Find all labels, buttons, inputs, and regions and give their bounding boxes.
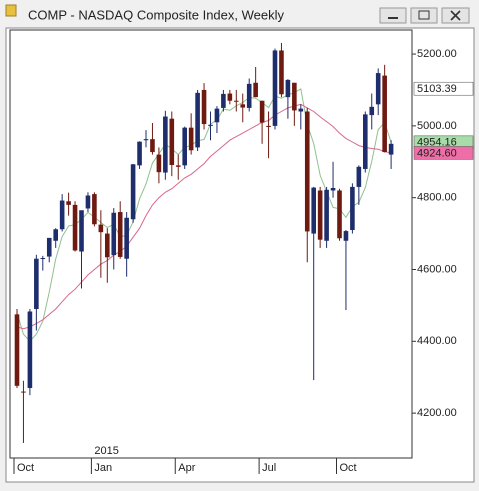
candle-body: [72, 204, 78, 251]
candle-body: [350, 186, 355, 230]
moving-average-line: [16, 103, 392, 330]
candle-body: [304, 111, 310, 232]
y-tick-label: 4400.00: [417, 335, 457, 347]
window-buttons[interactable]: [379, 7, 470, 24]
candle-body: [356, 166, 362, 187]
candle-body: [188, 127, 194, 151]
x-tick-label: Jul: [262, 462, 276, 474]
candle-body: [240, 104, 246, 108]
candle-body: [34, 258, 39, 309]
candle-body: [246, 83, 252, 108]
price-label-box: [413, 146, 474, 160]
candle-body: [175, 165, 181, 167]
candle-body: [130, 164, 136, 220]
candle-body: [150, 139, 155, 153]
candle-body: [105, 233, 110, 258]
candle-body: [156, 154, 162, 173]
candle-body: [14, 314, 20, 386]
candle-body: [46, 237, 52, 257]
candle-body: [375, 73, 381, 105]
y-tick-label: 4800.00: [417, 192, 457, 204]
candle-body: [311, 187, 316, 234]
candle-body: [382, 75, 387, 153]
candle-body: [169, 118, 175, 166]
candle-body: [66, 201, 71, 205]
candle-body: [124, 217, 129, 259]
candle-body: [317, 190, 323, 240]
minimize-button[interactable]: [379, 7, 407, 24]
price-label: 4954.16: [417, 137, 457, 149]
x-tick-label: Jan: [94, 462, 112, 474]
restore-icon: [418, 10, 430, 20]
candle-body: [324, 189, 329, 241]
candle-body: [137, 141, 142, 166]
price-label: 5103.39: [417, 83, 457, 95]
candle-body: [182, 127, 187, 166]
candle-body: [266, 125, 271, 127]
candle-body: [343, 231, 349, 241]
candle-body: [117, 212, 123, 257]
candle-body: [298, 108, 304, 112]
candle-body: [221, 93, 226, 108]
window-title: COMP - NASDAQ Composite Index, Weekly: [28, 7, 284, 22]
x-tick-label: Apr: [178, 462, 195, 474]
candle-body: [201, 89, 207, 125]
candle-body: [85, 195, 91, 209]
candle-body: [369, 106, 375, 116]
candle-body: [279, 50, 284, 95]
candle-body: [79, 210, 84, 252]
candle-body: [285, 79, 291, 98]
candle-body: [92, 194, 97, 225]
price-label: 4924.60: [417, 147, 457, 159]
candle-body: [272, 50, 278, 126]
candle-body: [53, 229, 58, 241]
candle-body: [259, 100, 265, 123]
x-tick-label: Oct: [17, 462, 34, 474]
candle-body: [253, 82, 258, 98]
restore-button[interactable]: [410, 7, 438, 24]
close-icon: [450, 10, 461, 21]
window-icon: [5, 4, 17, 17]
candle-body: [21, 391, 26, 393]
x-tick-label: Oct: [340, 462, 357, 474]
candle-body: [227, 93, 233, 101]
year-label: 2015: [94, 445, 118, 457]
candle-body: [208, 124, 213, 126]
candle-body: [195, 92, 200, 148]
candle-body: [292, 82, 297, 111]
candle-body: [330, 187, 336, 191]
candle-body: [27, 311, 33, 388]
candle-body: [163, 116, 168, 173]
plot-area: [9, 29, 413, 459]
y-tick-label: 4200.00: [417, 407, 457, 419]
candle-body: [388, 143, 394, 155]
candle-body: [363, 114, 368, 169]
candle-body: [337, 190, 342, 239]
candle-body: [59, 200, 65, 230]
plot: 4200.00 4400.00 4600.00 4800.00 5000.00 5200.…: [13, 42, 474, 474]
candle-body: [143, 139, 149, 141]
price-label-box: [413, 81, 474, 96]
y-tick-label: 5200.00: [417, 48, 457, 60]
candle-body: [111, 212, 117, 256]
candle-body: [40, 258, 46, 260]
candle-body: [234, 100, 239, 102]
y-tick-label: 4600.00: [417, 263, 457, 275]
y-tick-label: 5000.00: [417, 120, 457, 132]
candle-body: [98, 224, 104, 233]
candle-body: [214, 108, 220, 123]
